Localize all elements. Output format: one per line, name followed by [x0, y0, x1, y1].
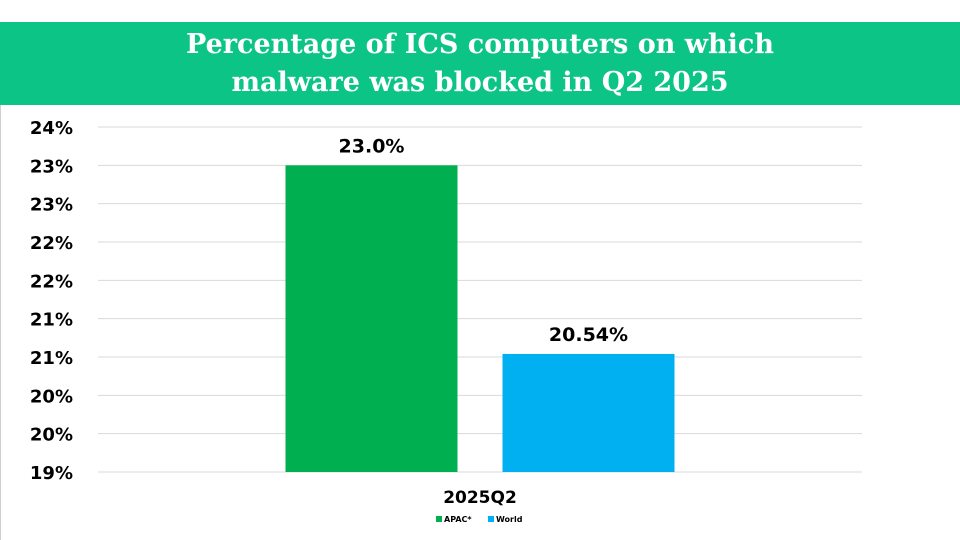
y-tick-label: 24% [30, 118, 73, 139]
x-axis-categories: 2025Q2 [443, 488, 517, 508]
y-tick-label: 22% [30, 233, 73, 254]
legend: APAC* World [436, 515, 523, 524]
frame-border [0, 105, 1, 540]
bar-apac [285, 165, 458, 473]
y-tick-label: 19% [30, 463, 73, 484]
chart-title-line-2: malware was blocked in Q2 2025 [231, 66, 729, 98]
legend-swatch [488, 516, 494, 522]
y-tick-label: 22% [30, 271, 73, 292]
legend-swatch [436, 516, 442, 522]
y-tick-label: 23% [30, 156, 73, 177]
data-labels: 23.0% 20.54% [339, 135, 629, 346]
chart-title-line-1: Percentage of ICS computers on which [186, 28, 774, 60]
bar-world [502, 353, 675, 472]
y-tick-label: 21% [30, 310, 73, 331]
y-tick-label: 20% [30, 425, 73, 446]
bars [285, 165, 675, 473]
gridlines [98, 126, 862, 473]
legend-label: APAC* [444, 515, 472, 524]
x-category-label: 2025Q2 [443, 488, 517, 508]
y-tick-label: 21% [30, 348, 73, 369]
y-axis-ticks: 24% 23% 23% 22% 22% 21% 21% 20% 20% 19% [30, 118, 73, 484]
y-tick-label: 23% [30, 195, 73, 216]
legend-label: World [496, 515, 523, 524]
chart-title: Percentage of ICS computers on which mal… [170, 26, 790, 102]
y-tick-label: 20% [30, 386, 73, 407]
title-banner: Percentage of ICS computers on which mal… [0, 22, 960, 105]
data-label: 23.0% [339, 135, 405, 157]
data-label: 20.54% [549, 324, 628, 346]
